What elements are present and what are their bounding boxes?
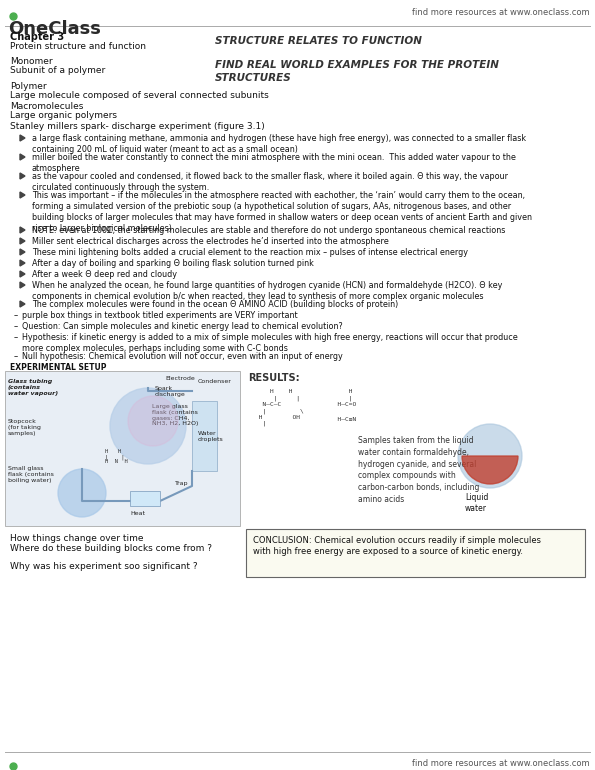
Text: a large flask containing methane, ammonia and hydrogen (these have high free ene: a large flask containing methane, ammoni… — [32, 134, 526, 154]
Text: H    H
     |     |
  N—C—C
  |         \
 H        OH
  |: H H | | N—C—C | \ H OH | — [255, 389, 304, 427]
Text: –: – — [14, 352, 18, 361]
Text: Water
droplets: Water droplets — [198, 431, 224, 442]
Circle shape — [110, 388, 186, 464]
Text: Hypothesis: if kinetic energy is added to a mix of simple molecules with high fr: Hypothesis: if kinetic energy is added t… — [22, 333, 518, 353]
Text: find more resources at www.oneclass.com: find more resources at www.oneclass.com — [412, 8, 590, 17]
Text: H  N  H: H N H — [105, 459, 128, 464]
Text: Large organic polymers: Large organic polymers — [10, 111, 117, 120]
Text: Large glass
flask (contains
gases: CH4,
NH3, H2, H2O): Large glass flask (contains gases: CH4, … — [152, 404, 198, 427]
Text: Samples taken from the liquid
water contain formaldehyde,
hydrogen cyanide, and : Samples taken from the liquid water cont… — [358, 436, 480, 504]
Bar — [192, 401, 217, 471]
Text: –: – — [14, 333, 18, 342]
Text: purple box things in textbook titled experiments are VERY important: purple box things in textbook titled exp… — [22, 311, 298, 320]
Text: The complex molecules were found in the ocean Θ AMINO ACID (building blocks of p: The complex molecules were found in the … — [32, 300, 398, 309]
Wedge shape — [462, 456, 518, 484]
Text: When he analyzed the ocean, he found large quantities of hydrogen cyanide (HCN) : When he analyzed the ocean, he found lar… — [32, 281, 502, 301]
Polygon shape — [20, 227, 25, 233]
Text: as the vapour cooled and condensed, it flowed back to the smaller flask, where i: as the vapour cooled and condensed, it f… — [32, 172, 508, 192]
Text: This was important – if the molecules in the atmosphere reacted with eachother, : This was important – if the molecules in… — [32, 191, 532, 233]
Text: Small glass
flask (contains
boiling water): Small glass flask (contains boiling wate… — [8, 466, 54, 483]
Text: After a week Θ deep red and cloudy: After a week Θ deep red and cloudy — [32, 270, 177, 279]
Text: These mini lightening bolts added a crucial element to the reaction mix – pulses: These mini lightening bolts added a cruc… — [32, 248, 468, 257]
Polygon shape — [20, 238, 25, 244]
Bar — [130, 491, 160, 506]
Text: Large molecule composed of several connected subunits: Large molecule composed of several conne… — [10, 91, 269, 100]
Text: Monomer: Monomer — [10, 57, 52, 66]
Text: Question: Can simple molecules and kinetic energy lead to chemical evolution?: Question: Can simple molecules and kinet… — [22, 322, 343, 331]
Text: H   H
|    |: H H | | — [105, 449, 124, 460]
Text: Trap: Trap — [175, 481, 189, 486]
FancyBboxPatch shape — [246, 529, 585, 577]
Text: After a day of boiling and sparking Θ boiling flask solution turned pink: After a day of boiling and sparking Θ bo… — [32, 259, 314, 268]
Text: Protein structure and function: Protein structure and function — [10, 42, 146, 51]
Text: Subunit of a polymer: Subunit of a polymer — [10, 66, 105, 75]
Text: Polymer: Polymer — [10, 82, 46, 91]
Text: find more resources at www.oneclass.com: find more resources at www.oneclass.com — [412, 759, 590, 768]
Polygon shape — [20, 301, 25, 307]
Text: Macromolecules: Macromolecules — [10, 102, 83, 111]
Text: CONCLUSION: Chemical evolution occurs readily if simple molecules
with high free: CONCLUSION: Chemical evolution occurs re… — [253, 536, 541, 556]
Text: Heat: Heat — [130, 511, 145, 516]
Text: H
     |
  H—C=O: H | H—C=O — [330, 389, 356, 407]
Polygon shape — [20, 282, 25, 288]
Polygon shape — [20, 154, 25, 160]
Text: STRUCTURE RELATES TO FUNCTION: STRUCTURE RELATES TO FUNCTION — [215, 36, 422, 46]
Text: Electrode: Electrode — [165, 376, 195, 381]
Text: Why was his experiment soo significant ?: Why was his experiment soo significant ? — [10, 562, 198, 571]
Polygon shape — [20, 249, 25, 255]
Text: NOTE: even at 100C, the starting molecules are stable and therefore do not under: NOTE: even at 100C, the starting molecul… — [32, 226, 505, 235]
Text: Stopcock
(for taking
samples): Stopcock (for taking samples) — [8, 419, 41, 436]
Text: –: – — [14, 322, 18, 331]
Text: How things change over time: How things change over time — [10, 534, 143, 543]
Polygon shape — [20, 260, 25, 266]
Text: Where do these building blocks come from ?: Where do these building blocks come from… — [10, 544, 212, 553]
Polygon shape — [20, 271, 25, 277]
Polygon shape — [20, 135, 25, 141]
Text: Stanley millers spark- discharge experiment (figure 3.1): Stanley millers spark- discharge experim… — [10, 122, 265, 131]
Polygon shape — [20, 173, 25, 179]
Text: OneClass: OneClass — [8, 20, 101, 38]
Text: FIND REAL WORLD EXAMPLES FOR THE PROTEIN
STRUCTURES: FIND REAL WORLD EXAMPLES FOR THE PROTEIN… — [215, 60, 499, 83]
Text: Spark
discharge: Spark discharge — [155, 386, 186, 397]
Polygon shape — [20, 192, 25, 198]
Text: Liquid
water: Liquid water — [465, 493, 488, 513]
Text: –: – — [14, 311, 18, 320]
Text: Glass tubing
(contains
water vapour): Glass tubing (contains water vapour) — [8, 379, 58, 396]
Text: Null hypothesis: Chemical evolution will not occur, even with an input of energy: Null hypothesis: Chemical evolution will… — [22, 352, 343, 361]
Bar — [5, 371, 240, 526]
Text: RESULTS:: RESULTS: — [248, 373, 300, 383]
Text: H—C≡N: H—C≡N — [330, 417, 356, 422]
Text: Condenser: Condenser — [198, 379, 232, 384]
Circle shape — [128, 396, 178, 446]
Text: EXPERIMENTAL SETUP: EXPERIMENTAL SETUP — [10, 363, 107, 372]
Text: Chapter 3: Chapter 3 — [10, 32, 64, 42]
Text: Miller sent electrical discharges across the electrodes he’d inserted into the a: Miller sent electrical discharges across… — [32, 237, 389, 246]
Text: miller boiled the water constantly to connect the mini atmosphere with the mini : miller boiled the water constantly to co… — [32, 153, 516, 173]
Circle shape — [58, 469, 106, 517]
Circle shape — [458, 424, 522, 488]
